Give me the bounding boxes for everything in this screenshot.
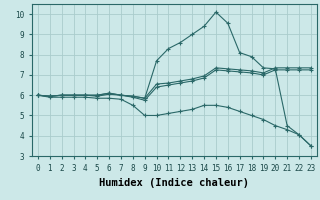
X-axis label: Humidex (Indice chaleur): Humidex (Indice chaleur)	[100, 178, 249, 188]
